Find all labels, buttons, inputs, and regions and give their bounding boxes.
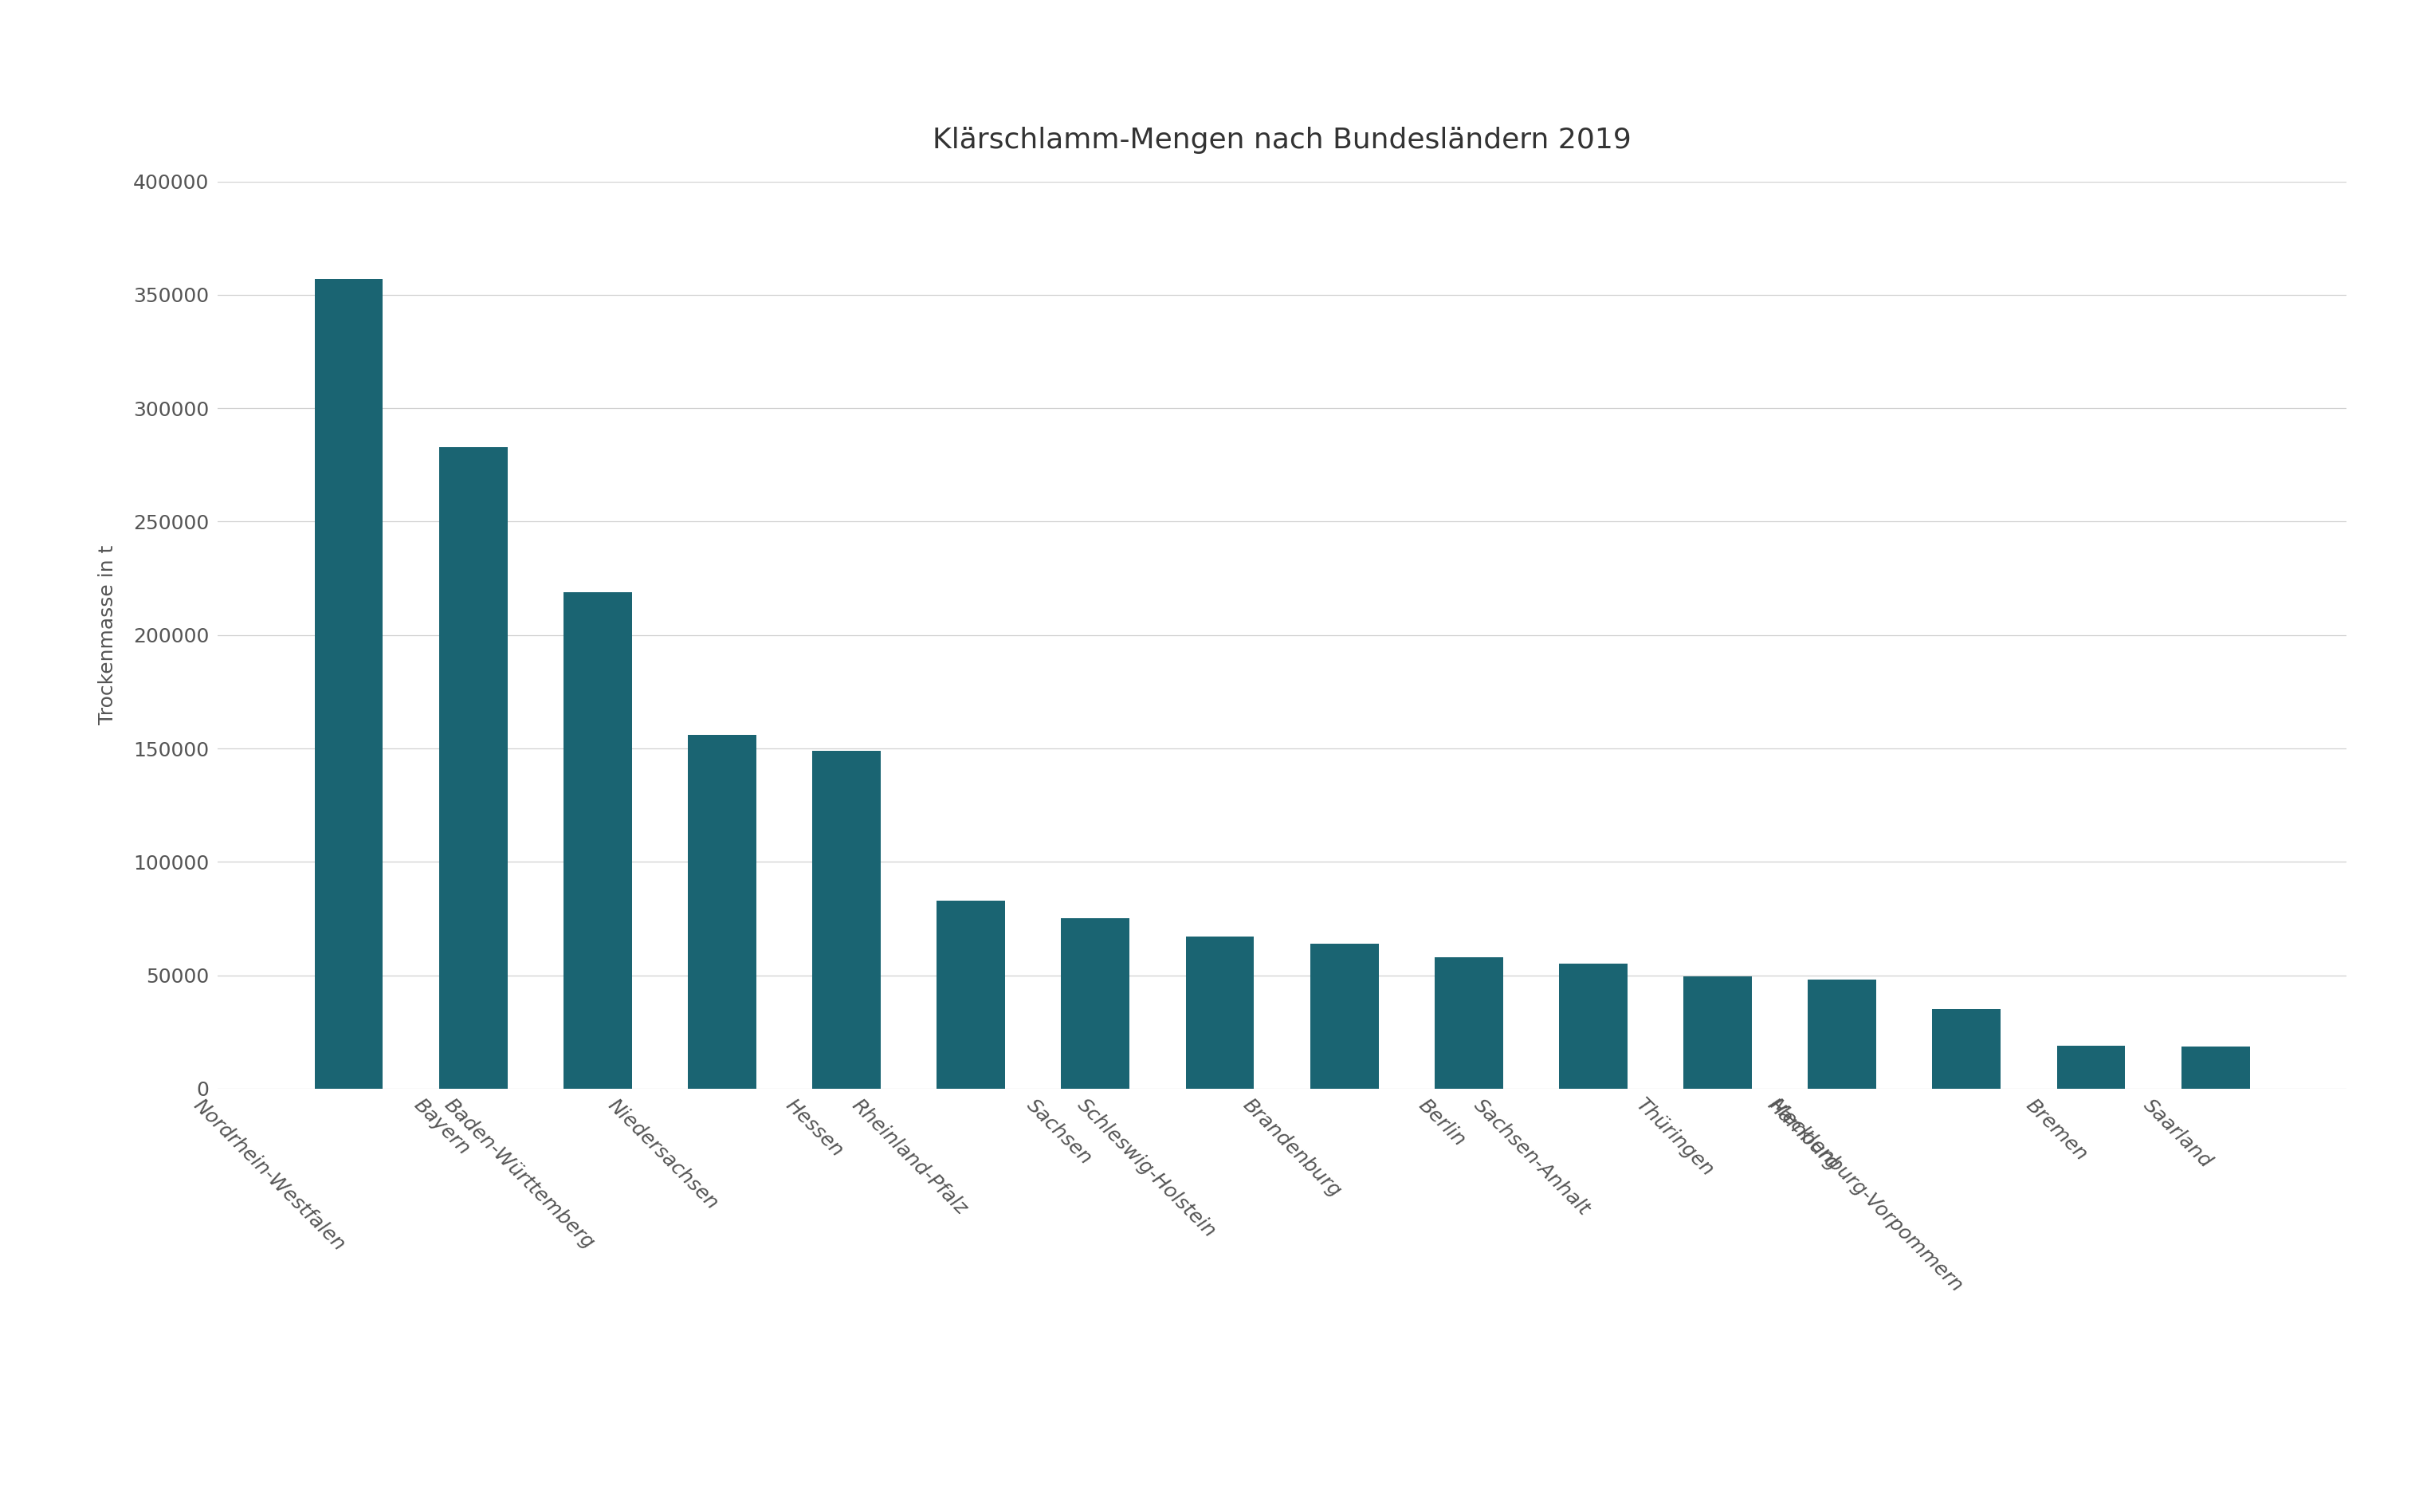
Bar (1684, 977, 1751, 1089)
Bar (2056, 1046, 2126, 1089)
Y-axis label: Trockenmasse in t: Trockenmasse in t (99, 546, 119, 724)
Bar (1185, 936, 1253, 1089)
Bar (813, 750, 881, 1089)
Bar (687, 735, 757, 1089)
Bar (1807, 980, 1877, 1089)
Bar (936, 900, 1006, 1089)
Bar (1558, 965, 1628, 1089)
Bar (314, 278, 382, 1089)
Bar (2182, 1046, 2250, 1089)
Title: Klärschlamm-Mengen nach Bundesländern 2019: Klärschlamm-Mengen nach Bundesländern 20… (934, 127, 1630, 154)
Bar (1933, 1010, 2001, 1089)
Bar (1311, 943, 1379, 1089)
Bar (1062, 918, 1130, 1089)
Bar (438, 448, 508, 1089)
Bar (564, 591, 631, 1089)
Bar (1434, 957, 1502, 1089)
